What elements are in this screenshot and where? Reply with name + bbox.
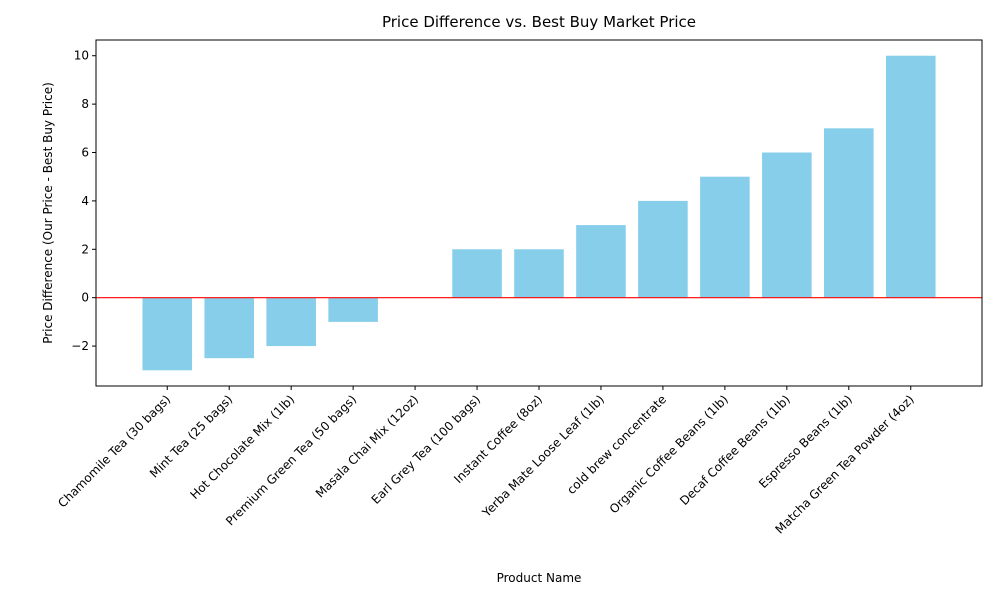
bar-12 <box>885 55 936 298</box>
y-tick-label-2: 2 <box>81 242 89 256</box>
x-tick-label-2: Hot Chocolate Mix (1lb) <box>187 392 297 502</box>
y-tick-label-0: −2 <box>71 339 89 353</box>
bar-7 <box>576 225 626 298</box>
x-ticks-group: Chamomile Tea (30 bags)Mint Tea (25 bags… <box>55 386 917 537</box>
bar-0 <box>142 297 193 371</box>
x-tick-label-8: cold brew concentrate <box>564 392 669 497</box>
bar-8 <box>638 200 688 298</box>
x-tick-label-4: Masala Chai Mix (12oz) <box>313 392 421 500</box>
x-tick-label-3: Premium Green Tea (50 bags) <box>223 392 359 528</box>
x-axis-title: Product Name <box>497 571 582 585</box>
x-tick-label-9: Organic Coffee Beans (1lb) <box>607 392 731 516</box>
bars-group <box>142 55 936 371</box>
y-tick-label-4: 6 <box>81 146 89 160</box>
y-ticks-group: −2 0 2 4 6 8 10 <box>71 49 96 353</box>
x-tick-label-5: Earl Grey Tea (100 bags) <box>369 392 484 507</box>
x-tick-label-7: Yerba Mate Loose Leaf (1lb) <box>479 392 607 520</box>
bar-11 <box>824 128 874 298</box>
bar-6 <box>514 249 564 298</box>
bar-5 <box>452 249 502 298</box>
bar-1 <box>204 297 254 359</box>
x-tick-label-12: Matcha Green Tea Powder (4oz) <box>773 392 917 536</box>
bar-10 <box>762 152 812 298</box>
chart-title: Price Difference vs. Best Buy Market Pri… <box>382 13 696 31</box>
y-tick-label-1: 0 <box>81 291 89 305</box>
bar-9 <box>700 176 750 298</box>
bar-2 <box>266 297 316 347</box>
x-tick-label-10: Decaf Coffee Beans (1lb) <box>677 392 793 508</box>
y-tick-label-6: 10 <box>74 49 89 63</box>
x-tick-label-0: Chamomile Tea (30 bags) <box>55 392 173 510</box>
bar-3 <box>328 297 378 322</box>
y-axis-title: Price Difference (Our Price - Best Buy P… <box>41 82 55 344</box>
y-tick-label-5: 8 <box>81 97 89 111</box>
y-tick-label-3: 4 <box>81 194 89 208</box>
